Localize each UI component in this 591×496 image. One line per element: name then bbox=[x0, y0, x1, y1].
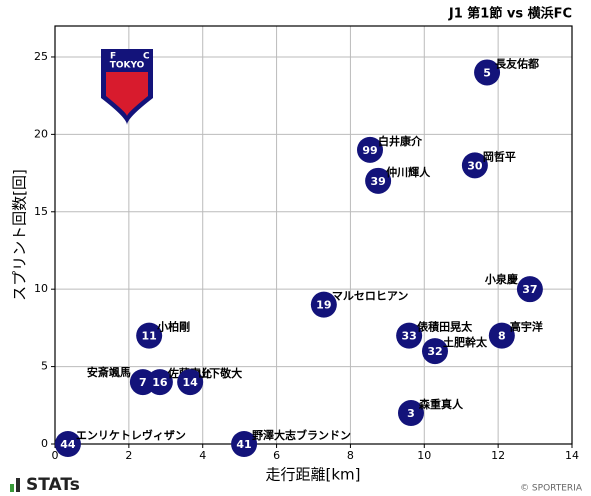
x-tick-label: 2 bbox=[125, 449, 132, 462]
player-number: 5 bbox=[483, 66, 491, 79]
point bbox=[310, 291, 337, 318]
x-tick-label: 4 bbox=[199, 449, 206, 462]
player-name: 森重真人 bbox=[419, 397, 464, 411]
x-tick-label: 14 bbox=[565, 449, 579, 462]
footer-brand: STATs bbox=[26, 475, 80, 495]
player-number: 30 bbox=[467, 159, 483, 172]
player-number: 41 bbox=[236, 438, 251, 451]
player-number: 8 bbox=[498, 330, 506, 343]
player-name: 岡哲平 bbox=[483, 149, 516, 163]
x-tick-label: 12 bbox=[491, 449, 505, 462]
point bbox=[474, 59, 501, 86]
player-number: 32 bbox=[427, 345, 442, 358]
point bbox=[146, 369, 173, 396]
player-name: 山下敬大 bbox=[198, 366, 242, 380]
y-tick-label: 20 bbox=[34, 127, 48, 140]
player-name: 高宇洋 bbox=[510, 320, 543, 334]
player-point: 5 長友佑都 bbox=[474, 56, 539, 86]
player-point: 3 森重真人 bbox=[397, 397, 464, 427]
chart-title: J1 第1節 vs 横浜FC bbox=[448, 6, 572, 22]
player-point: 8 高宇洋 bbox=[488, 320, 543, 349]
player-point: 37 小泉慶 bbox=[484, 272, 543, 303]
point bbox=[136, 322, 163, 349]
x-tick-label: 0 bbox=[52, 449, 59, 462]
footer-logo: STATs bbox=[10, 475, 80, 495]
point bbox=[488, 322, 515, 349]
y-tick-label: 0 bbox=[41, 437, 48, 450]
player-number: 37 bbox=[522, 283, 537, 296]
player-name: 小柏剛 bbox=[156, 320, 190, 334]
emblem-text: F bbox=[110, 52, 116, 62]
player-number: 19 bbox=[316, 299, 331, 312]
y-tick-label: 10 bbox=[34, 282, 48, 295]
player-name: マルセロヒアン bbox=[332, 290, 409, 303]
point bbox=[396, 322, 423, 349]
point bbox=[177, 369, 204, 396]
player-name: 小泉慶 bbox=[484, 272, 518, 286]
player-number: 39 bbox=[370, 175, 385, 188]
point bbox=[421, 338, 448, 365]
point bbox=[231, 431, 258, 457]
emblem: F C TOKYO bbox=[101, 49, 153, 125]
x-tick-label: 8 bbox=[347, 449, 354, 462]
player-number: 33 bbox=[401, 330, 416, 343]
player-number: 11 bbox=[142, 330, 157, 343]
x-tick-label: 6 bbox=[273, 449, 280, 462]
player-number: 16 bbox=[152, 376, 168, 389]
plot-frame bbox=[54, 25, 573, 445]
player-number: 44 bbox=[60, 438, 76, 451]
player-name: 長友佑都 bbox=[495, 56, 539, 70]
y-tick-label: 25 bbox=[34, 50, 48, 63]
player-point: 7 安斎颯馬 bbox=[87, 365, 156, 396]
x-tick-label: 10 bbox=[417, 449, 431, 462]
logo-bar bbox=[10, 484, 14, 492]
y-tick-label: 5 bbox=[41, 360, 48, 373]
grid bbox=[54, 26, 573, 445]
player-number: 99 bbox=[362, 144, 377, 157]
player-name: エンリケトレヴィザン bbox=[76, 428, 186, 442]
emblem-text: C bbox=[143, 52, 150, 62]
point bbox=[516, 276, 543, 303]
point bbox=[397, 400, 424, 427]
player-name: 安斎颯馬 bbox=[87, 365, 131, 379]
emblem-text: TOKYO bbox=[110, 61, 145, 71]
point bbox=[54, 431, 81, 457]
y-axis-label: スプリント回数[回] bbox=[11, 169, 29, 301]
player-name: 白井康介 bbox=[378, 134, 423, 148]
player-name: 仲川輝人 bbox=[386, 165, 431, 179]
player-name: 土肥幹太 bbox=[443, 335, 488, 349]
point bbox=[365, 167, 392, 194]
logo-bar bbox=[16, 478, 20, 492]
point bbox=[461, 152, 488, 179]
player-number: 3 bbox=[407, 407, 415, 420]
player-number: 14 bbox=[183, 376, 199, 389]
y-tick-label: 15 bbox=[34, 205, 48, 218]
emblem-stripes bbox=[106, 72, 148, 116]
player-name: 野澤大志ブランドン bbox=[252, 428, 351, 442]
player-number: 7 bbox=[139, 376, 147, 389]
x-axis-label: 走行距離[km] bbox=[265, 466, 360, 484]
point bbox=[357, 136, 384, 163]
footer-credit: © SPORTERIA bbox=[520, 484, 583, 494]
player-name: 俵積田晃太 bbox=[417, 320, 473, 334]
